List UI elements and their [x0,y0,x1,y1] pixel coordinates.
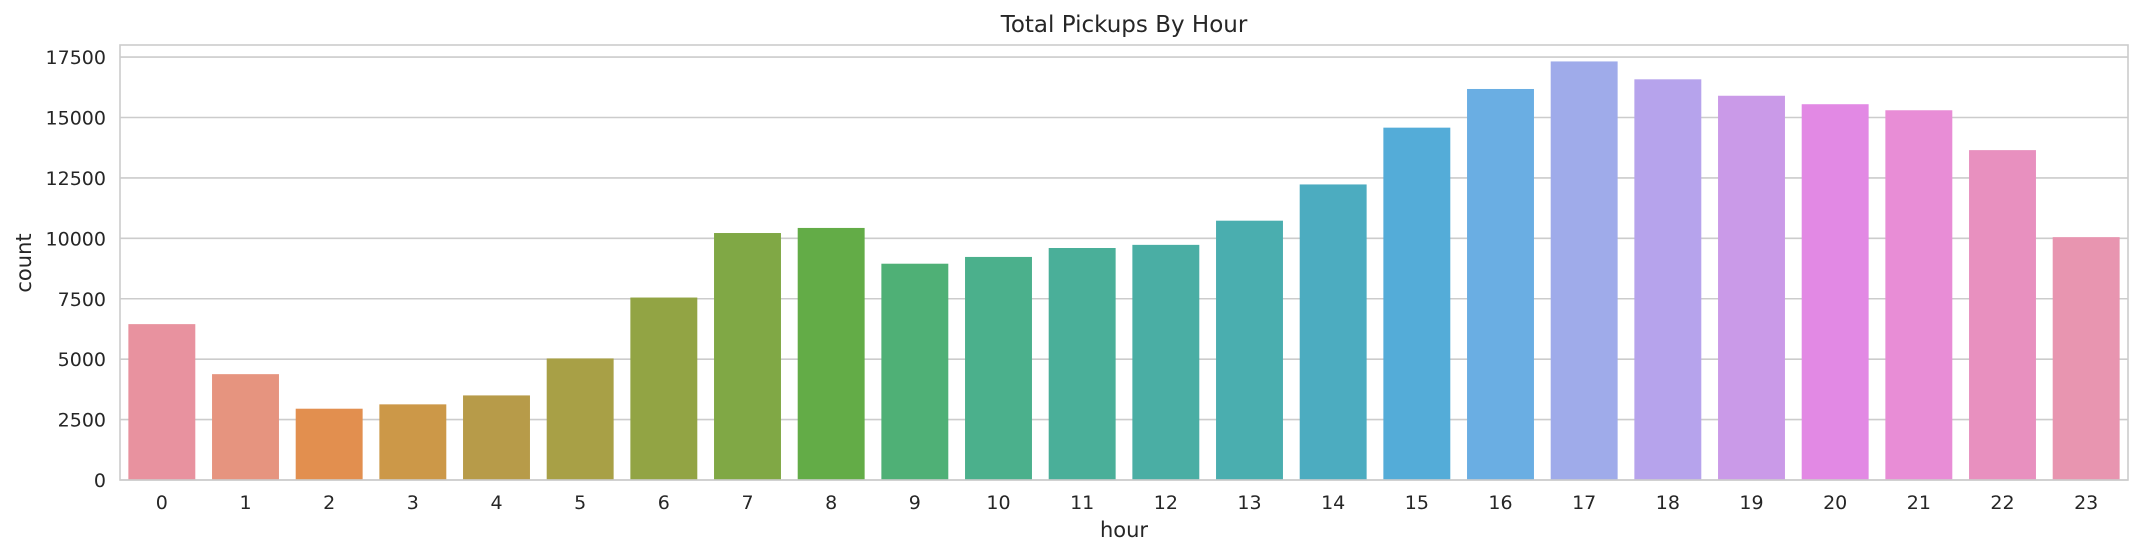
x-tick-label: 16 [1488,492,1512,514]
x-tick-label: 20 [1823,492,1847,514]
y-tick-label: 15000 [46,108,106,130]
gridlines [120,56,2128,481]
bar-hour-17 [1550,61,1618,480]
bar-hour-2 [295,408,363,480]
x-tick-label: 11 [1070,492,1094,514]
bar-hour-23 [2052,237,2120,480]
x-tick-label: 5 [574,492,586,514]
x-tick-label: 19 [1739,492,1763,514]
x-tick-label: 6 [658,492,670,514]
bar-hour-12 [1132,244,1200,480]
x-tick-label: 22 [1990,492,2014,514]
x-tick-label: 2 [323,492,335,514]
bar-hour-13 [1216,220,1283,481]
bar-hour-7 [714,233,781,480]
x-tick-label: 23 [2074,492,2098,514]
x-tick-label: 3 [407,492,419,514]
bar-hour-3 [379,404,447,480]
x-tick-label: 9 [909,492,921,514]
bar-hour-21 [1885,110,1953,480]
bar-hour-0 [128,324,196,480]
bar-hour-18 [1634,79,1702,481]
x-tick-label: 0 [156,492,168,514]
x-tick-labels: 0 1 2 3 4 5 6 7 8 9 10 11 12 13 14 15 16 17 18 19 20 21 22 23 [156,492,2098,514]
y-axis-label: count [12,233,36,292]
bars [128,61,2120,481]
y-tick-label: 12500 [46,168,106,190]
bar-hour-22 [1969,150,2036,480]
x-axis-label: hour [1100,518,1148,542]
x-tick-label: 8 [825,492,837,514]
y-tick-label: 10000 [46,228,106,250]
x-tick-label: 13 [1237,492,1261,514]
bar-hour-14 [1299,184,1367,481]
x-tick-label: 15 [1405,492,1429,514]
y-tick-label: 5000 [58,349,106,371]
y-tick-labels: 0 2500 5000 7500 10000 12500 15000 17500 [46,47,106,492]
x-tick-label: 18 [1656,492,1680,514]
plot-frame [119,44,2129,481]
x-tick-label: 10 [986,492,1010,514]
x-tick-label: 12 [1154,492,1178,514]
y-tick-label: 17500 [46,47,106,69]
bar-hour-19 [1718,95,1785,480]
y-tick-label: 0 [94,470,106,492]
y-tick-label: 2500 [58,410,106,432]
x-tick-label: 17 [1572,492,1596,514]
bar-hour-10 [965,256,1032,480]
bar-hour-9 [881,263,949,480]
x-tick-label: 14 [1321,492,1345,514]
bar-hour-4 [463,395,530,480]
bar-hour-11 [1048,248,1116,480]
bar-hour-6 [630,297,698,480]
x-tick-label: 1 [239,492,251,514]
x-tick-label: 4 [490,492,502,514]
bar-hour-20 [1801,104,1869,480]
bar-hour-8 [797,227,865,480]
y-tick-label: 7500 [58,289,106,311]
bar-hour-15 [1383,127,1451,481]
x-tick-label: 21 [1907,492,1931,514]
bar-hour-16 [1467,88,1534,480]
bar-hour-5 [546,358,614,480]
x-tick-label: 7 [741,492,753,514]
bar-hour-1 [212,374,279,480]
chart-title: Total Pickups By Hour [1000,12,1248,38]
